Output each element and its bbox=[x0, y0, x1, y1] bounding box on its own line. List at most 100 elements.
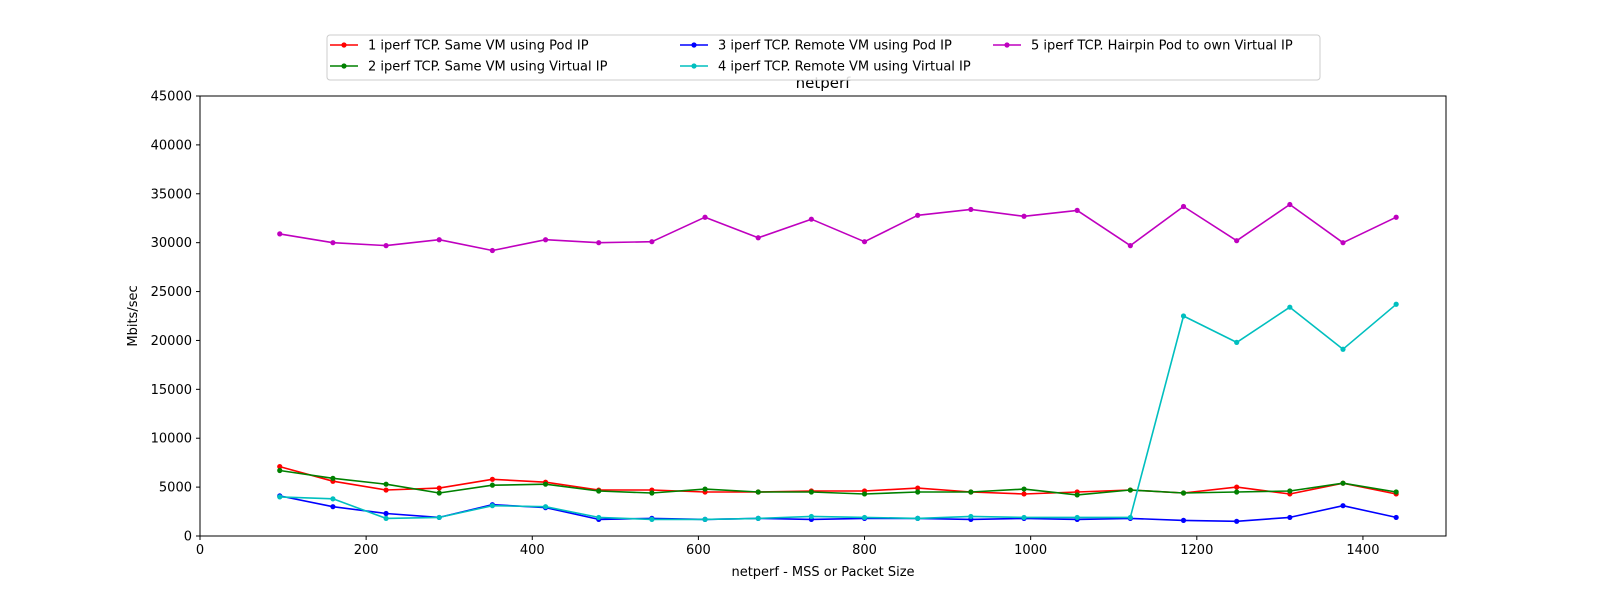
legend: 1 iperf TCP. Same VM using Pod IP 2 iperf… bbox=[326, 34, 1321, 81]
data-point bbox=[915, 515, 921, 522]
data-point bbox=[436, 514, 442, 521]
legend-swatch-marker bbox=[341, 63, 347, 69]
data-point bbox=[1127, 514, 1133, 521]
data-point bbox=[330, 504, 336, 510]
data-point bbox=[383, 481, 389, 487]
x-tick-label: 0 bbox=[196, 543, 204, 558]
legend-item: 4 iperf TCP. Remote VM using Virtual IP bbox=[680, 60, 971, 75]
data-point bbox=[1021, 213, 1027, 219]
data-point bbox=[1340, 240, 1346, 246]
data-point bbox=[1074, 207, 1080, 213]
y-tick-label: 30000 bbox=[151, 236, 192, 251]
data-point bbox=[755, 235, 761, 241]
y-tick-label: 35000 bbox=[151, 187, 192, 202]
data-point bbox=[808, 216, 814, 222]
data-point bbox=[1234, 484, 1240, 490]
data-point bbox=[649, 490, 655, 496]
data-point bbox=[1340, 346, 1346, 352]
data-point bbox=[330, 496, 336, 502]
data-point bbox=[1393, 301, 1399, 307]
data-point bbox=[808, 489, 814, 495]
data-point bbox=[1234, 489, 1240, 495]
series-2 bbox=[277, 467, 1399, 498]
y-tick-label: 0 bbox=[184, 530, 192, 545]
data-point bbox=[1021, 486, 1027, 492]
data-point bbox=[968, 489, 974, 495]
data-point bbox=[1287, 488, 1293, 494]
legend-swatch-marker bbox=[341, 42, 347, 48]
data-point bbox=[1287, 514, 1293, 521]
data-point bbox=[1180, 203, 1187, 210]
y-tick-label: 10000 bbox=[151, 432, 192, 447]
plot-area bbox=[200, 96, 1446, 536]
x-tick-label: 800 bbox=[852, 543, 877, 558]
data-point bbox=[1021, 491, 1027, 497]
data-point bbox=[542, 504, 549, 510]
data-point bbox=[489, 247, 495, 254]
series-line bbox=[279, 469, 1397, 496]
data-point bbox=[649, 239, 655, 245]
data-point bbox=[489, 503, 495, 509]
series-4 bbox=[277, 301, 1399, 522]
data-point bbox=[1234, 238, 1240, 244]
data-point bbox=[861, 491, 868, 497]
x-axis-ticks: 0 200 400 600 800 1000 1200 1400 bbox=[196, 536, 1379, 558]
data-point bbox=[1393, 489, 1399, 495]
data-point bbox=[489, 476, 495, 482]
legend-item: 1 iperf TCP. Same VM using Pod IP bbox=[330, 39, 589, 54]
data-point bbox=[968, 206, 974, 213]
y-axis-ticks: 0 5000 10000 15000 20000 25000 30000 35000 40000… bbox=[151, 90, 200, 545]
data-point bbox=[383, 487, 389, 493]
data-point bbox=[1340, 480, 1346, 486]
y-axis-label: Mbits/sec bbox=[126, 285, 141, 346]
data-point bbox=[1127, 243, 1133, 249]
data-point bbox=[383, 510, 389, 517]
y-tick-label: 25000 bbox=[151, 285, 192, 300]
y-tick-label: 20000 bbox=[151, 334, 192, 349]
data-point bbox=[1180, 517, 1187, 523]
data-point bbox=[436, 490, 442, 496]
data-point bbox=[861, 239, 868, 245]
x-tick-label: 1000 bbox=[1014, 543, 1047, 558]
x-axis-label: netperf - MSS or Packet Size bbox=[731, 565, 914, 580]
series-line bbox=[279, 465, 1397, 495]
series-line bbox=[279, 303, 1397, 521]
x-tick-label: 1400 bbox=[1346, 543, 1379, 558]
data-point bbox=[436, 237, 442, 243]
plot-frame bbox=[199, 95, 1447, 537]
data-point bbox=[383, 243, 389, 249]
data-point bbox=[489, 482, 495, 488]
data-point bbox=[808, 513, 814, 520]
legend-item: 3 iperf TCP. Remote VM using Pod IP bbox=[680, 39, 952, 54]
data-point bbox=[702, 214, 708, 220]
data-point bbox=[1287, 201, 1293, 208]
legend-label: 1 iperf TCP. Same VM using Pod IP bbox=[368, 39, 589, 54]
data-point bbox=[277, 463, 283, 470]
data-point bbox=[277, 494, 283, 500]
legend-label: 4 iperf TCP. Remote VM using Virtual IP bbox=[718, 60, 971, 75]
data-point bbox=[1180, 313, 1187, 319]
legend-label: 3 iperf TCP. Remote VM using Pod IP bbox=[718, 39, 952, 54]
data-point bbox=[330, 475, 336, 481]
y-tick-label: 15000 bbox=[151, 383, 192, 398]
data-point bbox=[542, 481, 549, 487]
data-point bbox=[596, 514, 602, 521]
data-point bbox=[330, 240, 336, 246]
data-point bbox=[915, 485, 921, 491]
data-point bbox=[702, 486, 708, 492]
y-tick-label: 45000 bbox=[151, 90, 192, 105]
legend-item: 5 iperf TCP. Hairpin Pod to own Virtual … bbox=[993, 39, 1293, 54]
legend-label: 2 iperf TCP. Same VM using Virtual IP bbox=[368, 60, 608, 75]
x-tick-label: 200 bbox=[354, 543, 379, 558]
y-tick-label: 5000 bbox=[159, 481, 192, 496]
x-tick-label: 400 bbox=[520, 543, 545, 558]
data-point bbox=[649, 516, 655, 522]
series-layer bbox=[277, 201, 1399, 524]
legend-swatch-marker bbox=[1004, 42, 1010, 48]
data-point bbox=[542, 237, 549, 243]
data-point bbox=[755, 515, 761, 522]
series-line bbox=[279, 203, 1397, 252]
data-point bbox=[1393, 514, 1399, 521]
series-5 bbox=[277, 201, 1399, 254]
data-point bbox=[1074, 514, 1080, 521]
